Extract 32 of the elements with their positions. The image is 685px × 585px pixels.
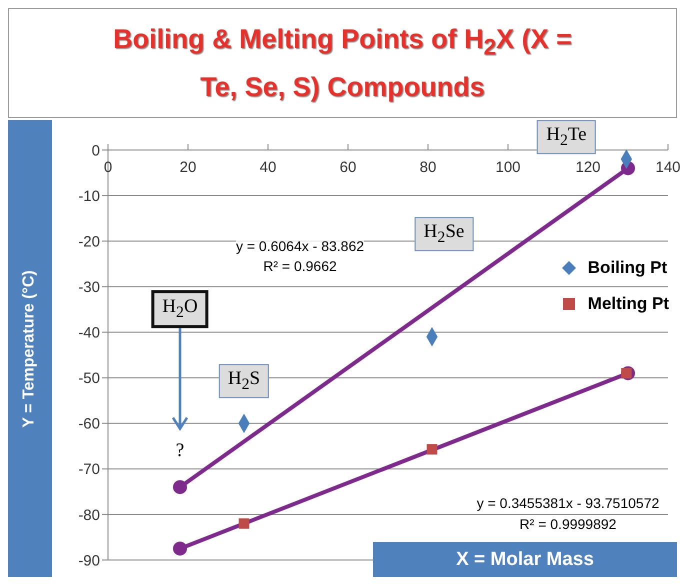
y-tick-label: -30 [78, 278, 100, 296]
x-tick-label: 60 [340, 159, 356, 176]
x-tick-label: 120 [575, 159, 601, 176]
annotation: ? [176, 440, 184, 462]
annotation: y = 0.3455381x - 93.7510572 [476, 495, 660, 512]
y-tick-label: -40 [78, 324, 100, 342]
annotation: H$_{2}$Te [537, 120, 596, 154]
annotation: y = 0.6064x - 83.862 [236, 238, 364, 254]
annotation: H$_{2}$S [218, 364, 270, 398]
annotation: R² = 0.9999892 [520, 516, 616, 532]
x-tick-label: 80 [420, 159, 436, 176]
y-tick-label: -90 [78, 552, 100, 570]
y-tick-label: 0 [92, 142, 100, 160]
x-tick-label: 100 [495, 159, 521, 176]
x-tick-label: 140 [655, 159, 681, 176]
y-tick-label: -10 [78, 188, 100, 205]
annotation: R² = 0.9662 [263, 258, 337, 274]
y-tick-label: -80 [78, 506, 100, 524]
chart-title: Boiling & Melting Points of H$_{2}$X (X = Te, Se, S) Compounds [112, 22, 572, 104]
legend-label: Boiling Pt [588, 258, 668, 278]
y-tick-label: -20 [78, 233, 100, 250]
annotation: H$_{2}$O [151, 290, 209, 328]
label-strip: Y = Temperature (°C) [8, 120, 52, 577]
annotation: H$_{2}$Se [414, 217, 474, 252]
label-box: X = Molar Mass [373, 542, 677, 577]
y-axis-title: Y = Temperature (°C) [21, 270, 39, 428]
y-tick-label: -50 [78, 370, 100, 388]
legend-label: Melting Pt [588, 294, 669, 314]
x-tick-label: 20 [180, 159, 196, 176]
y-tick-label: -60 [78, 416, 100, 433]
y-tick-label: -70 [78, 461, 100, 478]
x-tick-label: 40 [260, 159, 276, 176]
